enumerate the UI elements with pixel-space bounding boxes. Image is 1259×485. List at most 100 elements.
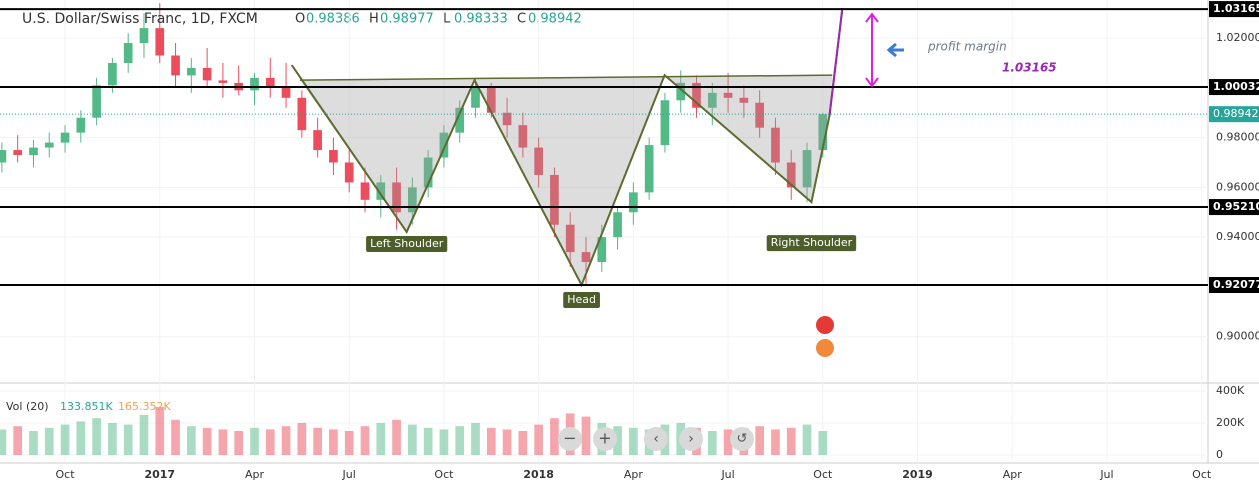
volume-bar — [771, 429, 780, 455]
candle-body — [44, 142, 54, 148]
ohlc-key: O — [295, 12, 305, 27]
y-tick-label: 0.96000 — [1216, 180, 1259, 193]
candle-body — [265, 77, 275, 88]
candle-body — [186, 67, 196, 76]
svg-text:−: − — [563, 429, 576, 448]
candle-body — [329, 150, 338, 163]
zoom-in-button[interactable]: + — [593, 427, 617, 451]
volume-bar — [92, 418, 101, 455]
ohlc-key: C — [517, 12, 526, 27]
candle-body — [739, 97, 749, 103]
scroll-left-button[interactable]: ‹ — [644, 427, 668, 451]
level-label: 1.03165 — [1213, 2, 1259, 15]
volume-bar — [502, 429, 512, 455]
candle-body — [471, 87, 480, 108]
candle-body — [486, 87, 496, 113]
volume-bar — [455, 426, 465, 455]
volume-bar — [408, 424, 417, 455]
candle-body — [707, 92, 717, 108]
volume-bar — [108, 423, 117, 455]
volume-bar — [392, 419, 401, 455]
ohlc-key: H — [369, 12, 379, 27]
candle-body — [171, 55, 180, 76]
vol-value: 133.851K — [60, 400, 113, 413]
y-tick-label: 1.02000 — [1216, 31, 1259, 44]
volume-bar — [518, 431, 528, 455]
pattern-label: Head — [563, 291, 600, 308]
candle-body — [392, 182, 401, 213]
volume-bar — [60, 424, 70, 455]
volume-bar — [265, 429, 275, 455]
volume-bar — [755, 426, 764, 455]
volume-bar — [360, 426, 370, 455]
candle-body — [408, 187, 417, 213]
candle-body — [360, 182, 370, 200]
x-tick-label: Jul — [1099, 468, 1113, 481]
candle-body — [692, 82, 701, 108]
candle-body — [802, 150, 812, 188]
candle-body — [376, 182, 386, 200]
price-label-box — [1209, 106, 1259, 123]
candle-body — [755, 102, 764, 128]
svg-text:‹: ‹ — [653, 431, 659, 447]
volume-bar — [329, 429, 338, 455]
volume-bar — [707, 431, 717, 455]
svg-text:↺: ↺ — [737, 432, 748, 447]
level-label: 1.00032 — [1213, 80, 1259, 93]
candle-body — [455, 107, 465, 133]
pointer-arrow — [886, 42, 904, 58]
vol-tick-label: 0 — [1216, 448, 1223, 461]
candle-body — [202, 67, 212, 81]
candle-body — [660, 100, 670, 146]
volume-bar — [29, 431, 38, 455]
volume-bar — [202, 427, 212, 455]
candle-body — [629, 192, 638, 213]
svg-text:›: › — [688, 431, 694, 447]
volume-bar — [723, 429, 733, 455]
candle-body — [550, 174, 559, 225]
scroll-right-button[interactable]: › — [679, 427, 703, 451]
volume-bar — [0, 429, 7, 455]
x-tick-label: Apr — [1003, 468, 1023, 481]
pattern-label-text: Head — [567, 293, 596, 306]
x-tick-label: Oct — [813, 468, 833, 481]
pattern-label: Right Shoulder — [766, 235, 857, 252]
y-tick-label: 0.90000 — [1216, 330, 1259, 343]
candle-body — [281, 87, 291, 98]
volume-bar — [218, 429, 228, 455]
candle-body — [218, 80, 228, 83]
profit-arrow — [865, 12, 879, 88]
x-tick-label: Oct — [1192, 468, 1212, 481]
volume-bar — [234, 431, 244, 455]
vol-label: Vol (20) — [6, 400, 49, 413]
candle-body — [29, 147, 38, 156]
x-tick-label: Oct — [56, 468, 76, 481]
svg-text:+: + — [598, 429, 611, 448]
flag-icon — [816, 339, 834, 357]
candle-body — [771, 127, 780, 163]
volume-bar — [44, 427, 54, 455]
candle-body — [723, 92, 733, 98]
x-tick-label: Oct — [434, 468, 454, 481]
pattern-label-box — [366, 235, 448, 252]
volume-bar — [629, 427, 638, 455]
volume-bar — [423, 427, 433, 455]
volume-bar — [439, 429, 449, 455]
volume-bar — [376, 423, 386, 455]
ohlc-value: 0.98942 — [528, 12, 582, 27]
candle-body — [313, 130, 322, 151]
volume-bar — [13, 426, 23, 455]
volume-bar — [534, 424, 543, 455]
zoom-out-button[interactable]: − — [558, 427, 582, 451]
reset-button[interactable]: ↺ — [730, 427, 754, 451]
pattern-label-text: Left Shoulder — [370, 237, 444, 250]
candle-body — [250, 77, 259, 91]
volume-bar — [581, 416, 591, 455]
candle-body — [439, 132, 449, 158]
candle-body — [76, 117, 86, 133]
candle-body — [60, 132, 70, 143]
volume-bar — [786, 427, 796, 455]
x-tick-label: 2018 — [523, 468, 554, 481]
volume-bar — [613, 426, 622, 455]
flag-icon — [816, 316, 834, 334]
